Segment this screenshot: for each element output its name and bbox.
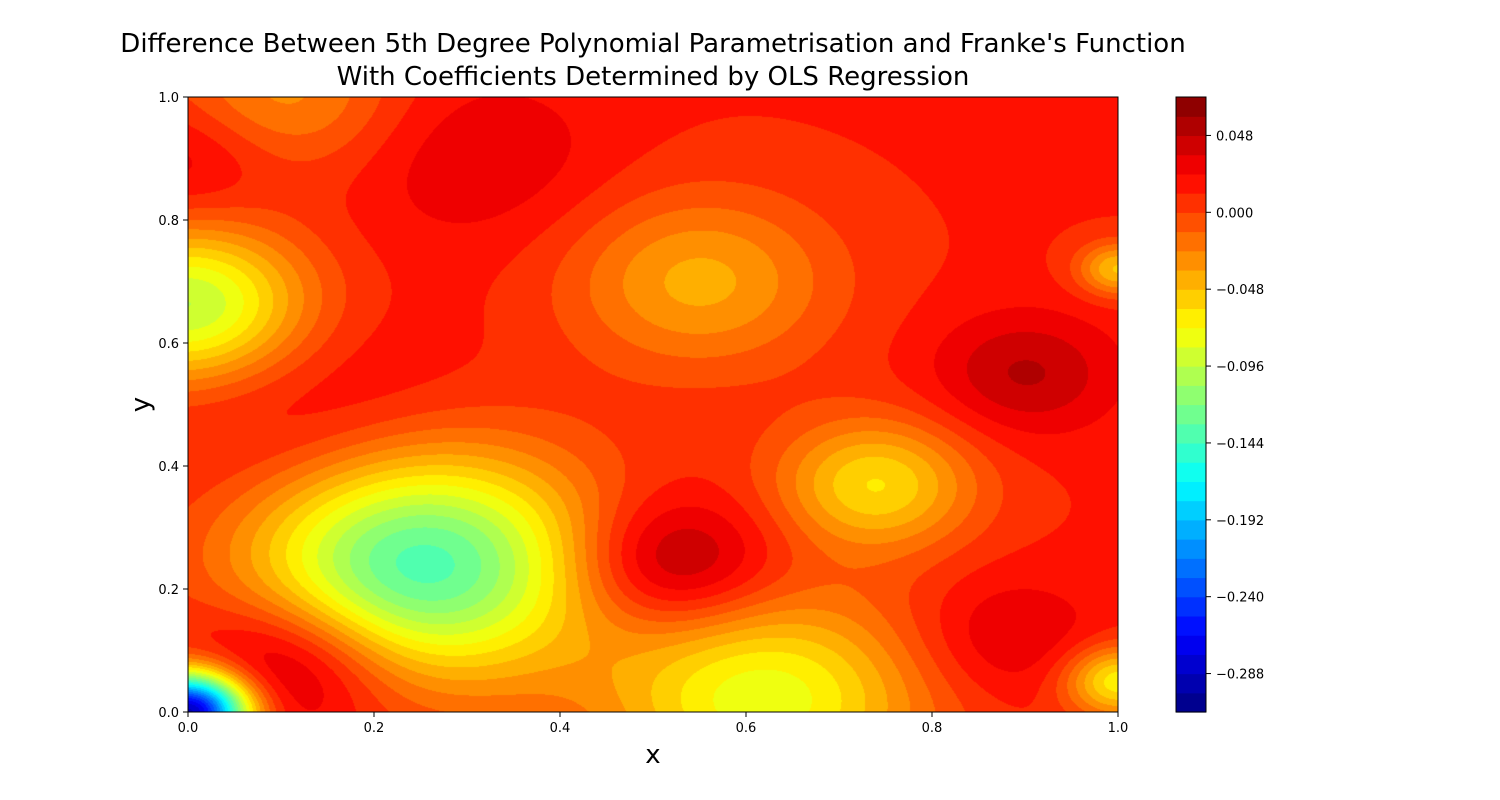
colorbar-band <box>1176 154 1206 175</box>
colorbar-band <box>1176 269 1206 290</box>
x-tick-label: 0.8 <box>922 721 943 736</box>
colorbar-band <box>1176 404 1206 425</box>
x-axis: 0.0 0.2 0.4 0.6 0.8 1.0 <box>178 712 1129 736</box>
y-axis: 0.0 0.2 0.4 0.6 0.8 1.0 <box>158 91 188 721</box>
colorbar-band <box>1176 135 1206 156</box>
colorbar-band <box>1176 327 1206 348</box>
colorbar-band <box>1176 423 1206 444</box>
colorbar-tick-label: −0.096 <box>1216 360 1264 375</box>
y-axis-label: y <box>126 397 156 412</box>
colorbar-band <box>1176 366 1206 386</box>
contour-field <box>188 97 1118 712</box>
colorbar-tick-label: −0.144 <box>1216 437 1264 452</box>
colorbar-band <box>1176 596 1206 617</box>
colorbar-band <box>1176 116 1206 137</box>
x-tick-label: 0.0 <box>178 721 199 736</box>
plot-frame <box>187 96 1119 713</box>
colorbar-band <box>1176 193 1206 213</box>
colorbar-band <box>1176 385 1206 406</box>
colorbar-band <box>1176 654 1206 675</box>
colorbar-tick-label: 0.048 <box>1216 129 1253 144</box>
y-tick-label: 0.6 <box>158 337 179 352</box>
colorbar-tick-label: −0.288 <box>1216 668 1264 683</box>
y-tick-label: 0.2 <box>158 583 179 598</box>
colorbar-band <box>1176 346 1206 367</box>
colorbar-tick-label: −0.048 <box>1216 283 1264 298</box>
colorbar-frame <box>1175 96 1207 713</box>
colorbar-band <box>1176 173 1206 194</box>
colorbar-band <box>1176 212 1206 233</box>
colorbar-band <box>1176 231 1206 252</box>
colorbar-band <box>1176 577 1206 598</box>
colorbar-band <box>1176 462 1206 482</box>
y-tick-label: 1.0 <box>158 91 179 106</box>
colorbar-band <box>1176 442 1206 463</box>
colorbar-band <box>1176 97 1206 117</box>
chart-title-line-2: With Coefficients Determined by OLS Regr… <box>336 62 970 92</box>
y-tick-label: 0.8 <box>158 214 179 229</box>
x-tick-label: 1.0 <box>1108 721 1129 736</box>
colorbar-band <box>1176 558 1206 579</box>
colorbar-band <box>1176 519 1206 540</box>
colorbar-band <box>1176 500 1206 521</box>
chart-title: Difference Between 5th Degree Polynomial… <box>0 28 1306 94</box>
colorbar-bands <box>1176 97 1206 713</box>
colorbar-tick-label: −0.192 <box>1216 514 1264 529</box>
x-tick-label: 0.4 <box>550 721 571 736</box>
colorbar-band <box>1176 539 1206 559</box>
colorbar-band <box>1176 692 1206 713</box>
colorbar-ticks: 0.048 0.000 −0.048 −0.096 −0.144 −0.192 −0.240… <box>1206 129 1264 683</box>
colorbar-band <box>1176 250 1206 271</box>
colorbar-band <box>1176 308 1206 329</box>
colorbar-band <box>1176 481 1206 502</box>
x-tick-label: 0.2 <box>364 721 385 736</box>
colorbar <box>1175 96 1207 713</box>
plot-area <box>187 96 1119 713</box>
colorbar-band <box>1176 673 1206 694</box>
x-axis-label: x <box>645 740 660 770</box>
colorbar-band <box>1176 635 1206 655</box>
x-tick-label: 0.6 <box>736 721 757 736</box>
y-tick-label: 0.0 <box>158 706 179 721</box>
colorbar-tick-label: −0.240 <box>1216 591 1264 606</box>
chart-title-line-1: Difference Between 5th Degree Polynomial… <box>120 29 1186 59</box>
colorbar-band <box>1176 615 1206 636</box>
colorbar-tick-label: 0.000 <box>1216 206 1253 221</box>
y-tick-label: 0.4 <box>158 460 179 475</box>
colorbar-band <box>1176 289 1206 310</box>
